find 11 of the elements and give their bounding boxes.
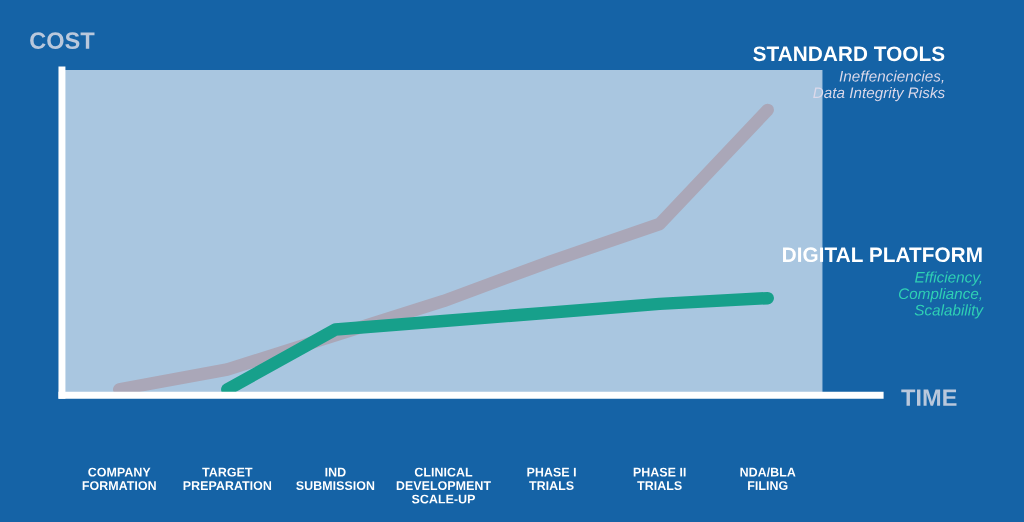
x-tick-label: IND SUBMISSION <box>296 467 375 491</box>
text: Efficiency, Compliance, Scalability <box>898 271 984 319</box>
x-tick-label: CLINICAL DEVELOPMENT SCALE-UP <box>396 467 491 504</box>
text: STANDARD TOOLS <box>753 46 945 62</box>
y-axis-title: COST <box>30 32 95 50</box>
x-tick-label: COMPANY FORMATION <box>82 467 156 491</box>
x-tick-label: NDA/BLA FILING <box>740 467 796 491</box>
x-tick-label: PHASE II TRIALS <box>633 467 686 491</box>
x-tick-label: PHASE I TRIALS <box>527 467 576 491</box>
x-axis-title: TIME <box>901 389 957 406</box>
x-tick-label: TARGET PREPARATION <box>183 467 272 491</box>
